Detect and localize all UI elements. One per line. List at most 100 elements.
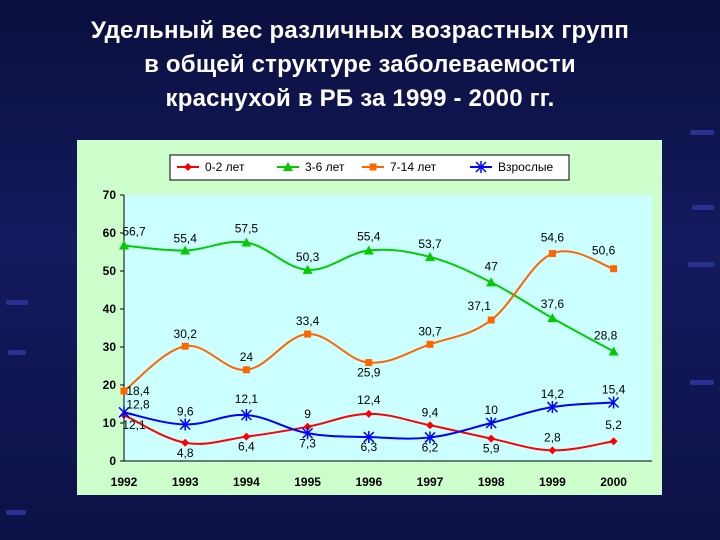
legend-marker bbox=[369, 163, 377, 171]
plot-area bbox=[124, 195, 652, 461]
data-label: 24 bbox=[240, 350, 254, 364]
data-label: 25,9 bbox=[357, 366, 381, 380]
x-tick-label: 1999 bbox=[539, 475, 566, 489]
title-line-3: краснухой в РБ за 1999 - 2000 гг. bbox=[165, 85, 555, 112]
legend-marker bbox=[184, 163, 192, 171]
data-point bbox=[119, 240, 129, 250]
legend-entry: 3-6 лет bbox=[305, 160, 345, 174]
x-tick-label: 1997 bbox=[417, 475, 444, 489]
data-label: 37,1 bbox=[468, 299, 492, 313]
data-point bbox=[610, 265, 618, 273]
data-label: 2,8 bbox=[544, 430, 561, 444]
data-point bbox=[180, 245, 191, 255]
data-label: 50,6 bbox=[592, 244, 616, 258]
y-tick-label: 20 bbox=[103, 378, 117, 392]
data-point bbox=[304, 330, 312, 338]
data-label: 9,4 bbox=[422, 405, 439, 419]
data-point bbox=[487, 434, 496, 443]
data-point bbox=[302, 264, 313, 274]
data-point bbox=[365, 359, 373, 367]
data-label: 50,3 bbox=[296, 250, 320, 264]
data-point bbox=[547, 313, 558, 323]
data-label: 12,1 bbox=[235, 392, 259, 406]
data-label: 18,4 bbox=[126, 384, 150, 398]
legend-marker bbox=[283, 162, 293, 171]
data-label: 14,2 bbox=[541, 387, 565, 401]
data-label: 47 bbox=[485, 259, 499, 273]
legend-entry: 7-14 лет bbox=[390, 160, 437, 174]
data-point bbox=[240, 409, 252, 422]
title-line-2: в общей структуре заболеваемости bbox=[144, 51, 576, 78]
data-point bbox=[302, 427, 314, 440]
data-point bbox=[179, 418, 191, 431]
data-point bbox=[118, 406, 130, 419]
data-label: 28,8 bbox=[594, 329, 618, 343]
y-tick-label: 60 bbox=[103, 226, 117, 240]
x-tick-label: 1996 bbox=[355, 475, 382, 489]
data-label: 55,4 bbox=[174, 231, 198, 245]
x-tick-label: 1993 bbox=[172, 475, 199, 489]
data-label: 12,8 bbox=[126, 397, 150, 411]
data-label: 12,4 bbox=[357, 393, 381, 407]
data-point bbox=[241, 237, 252, 247]
chart-container: 0 10 20 30 40 50 60 70 1992 1993 1994 1995 1996 1997 1… bbox=[77, 140, 662, 495]
data-label: 6,4 bbox=[238, 440, 255, 454]
y-tick-label: 50 bbox=[103, 264, 117, 278]
data-point bbox=[242, 366, 250, 374]
y-tick-label: 0 bbox=[109, 454, 116, 468]
data-label: 30,7 bbox=[418, 324, 442, 338]
legend-entry: 0-2 лет bbox=[205, 160, 245, 174]
data-point bbox=[548, 446, 557, 455]
data-point bbox=[426, 340, 434, 348]
y-tick-label: 10 bbox=[103, 416, 117, 430]
x-tick-label: 1995 bbox=[294, 475, 321, 489]
data-label: 6,3 bbox=[360, 440, 377, 454]
data-label: 7,3 bbox=[299, 436, 316, 450]
x-tick-label: 2000 bbox=[600, 475, 627, 489]
data-point bbox=[425, 251, 435, 261]
legend-marker bbox=[475, 161, 487, 173]
data-label: 9 bbox=[304, 407, 311, 421]
data-label: 54,6 bbox=[541, 231, 565, 245]
x-tick-label: 1992 bbox=[111, 475, 138, 489]
x-tick-label: 1994 bbox=[233, 475, 260, 489]
data-point bbox=[485, 417, 497, 429]
data-point bbox=[363, 431, 375, 444]
data-point bbox=[426, 421, 434, 430]
data-point bbox=[303, 422, 312, 431]
data-point bbox=[181, 438, 190, 447]
data-point bbox=[487, 316, 495, 324]
legend-entry: Взрослые bbox=[498, 160, 553, 174]
data-label: 30,2 bbox=[174, 327, 198, 341]
data-point bbox=[608, 396, 620, 409]
y-tick-label: 30 bbox=[103, 340, 117, 354]
data-label: 57,5 bbox=[235, 222, 259, 236]
data-point bbox=[548, 250, 556, 258]
data-label: 4,8 bbox=[177, 446, 194, 460]
data-label: 12,1 bbox=[122, 418, 146, 432]
slide-title: Удельный вес различных возрастных групп … bbox=[20, 14, 700, 116]
data-point bbox=[242, 432, 251, 441]
data-label: 33,4 bbox=[296, 314, 320, 328]
data-label: 6,2 bbox=[422, 440, 439, 454]
data-label: 37,6 bbox=[541, 297, 565, 311]
line-chart: 0 10 20 30 40 50 60 70 1992 1993 1994 1995 1996 1997 1… bbox=[103, 154, 652, 489]
y-tick-label: 40 bbox=[103, 302, 117, 316]
data-label: 56,7 bbox=[122, 225, 146, 239]
data-point bbox=[181, 342, 189, 350]
data-point bbox=[546, 401, 558, 414]
data-point bbox=[609, 437, 618, 446]
data-label: 55,4 bbox=[357, 229, 381, 243]
data-point bbox=[364, 409, 373, 418]
data-label: 15,4 bbox=[602, 382, 626, 396]
x-tick-label: 1998 bbox=[478, 475, 505, 489]
data-label: 53,7 bbox=[418, 237, 442, 251]
data-label: 10 bbox=[485, 403, 499, 417]
data-point bbox=[363, 245, 374, 255]
data-label: 5,2 bbox=[605, 418, 622, 432]
data-point bbox=[486, 277, 497, 287]
data-point bbox=[120, 387, 128, 395]
data-label: 9,6 bbox=[177, 405, 194, 419]
data-point bbox=[608, 346, 619, 356]
y-tick-label: 70 bbox=[103, 188, 117, 202]
